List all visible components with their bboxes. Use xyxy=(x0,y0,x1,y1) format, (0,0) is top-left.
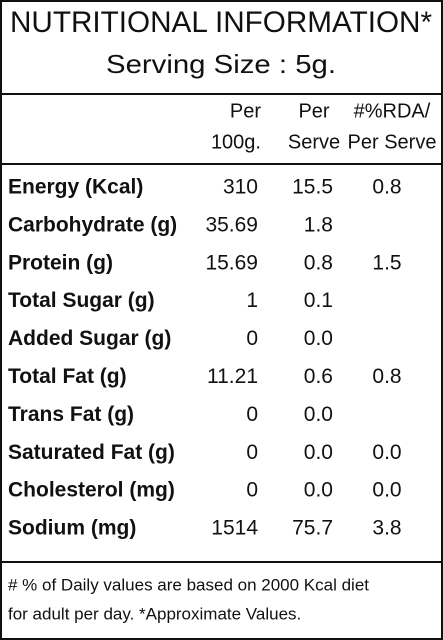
footnote: # % of Daily values are based on 2000 Kc… xyxy=(8,575,369,594)
cell: 0.0 xyxy=(304,327,333,350)
cell: 1 xyxy=(246,289,258,312)
row-label: Saturated Fat (g) xyxy=(8,441,175,464)
cell: 0.0 xyxy=(372,479,401,502)
column-header: Per Serve xyxy=(348,131,437,153)
row-label: Added Sugar (g) xyxy=(8,327,171,350)
title: NUTRITIONAL INFORMATION* xyxy=(10,6,432,39)
cell: 1.5 xyxy=(372,251,401,274)
cell: 11.21 xyxy=(207,365,258,388)
cell: 0.6 xyxy=(304,365,333,388)
cell: 0 xyxy=(246,441,258,464)
column-header: #%RDA/ xyxy=(354,100,431,122)
row-label: Carbohydrate (g) xyxy=(8,213,177,236)
column-header: 100g. xyxy=(211,131,261,153)
row-label: Trans Fat (g) xyxy=(8,403,134,426)
row-label: Sodium (mg) xyxy=(8,517,136,540)
subtitle: Serving Size : 5g. xyxy=(106,49,336,79)
cell: 1514 xyxy=(211,517,258,540)
cell: 15.5 xyxy=(292,176,333,199)
cell: 15.69 xyxy=(205,251,258,274)
cell: 0.8 xyxy=(372,365,401,388)
cell: 1.8 xyxy=(304,213,333,236)
row-label: Total Sugar (g) xyxy=(8,289,155,312)
cell: 35.69 xyxy=(205,213,258,236)
cell: 0 xyxy=(246,479,258,502)
cell: 0 xyxy=(246,327,258,350)
cell: 310 xyxy=(223,176,258,199)
column-header: Per xyxy=(230,100,261,122)
row-label: Total Fat (g) xyxy=(8,365,127,388)
cell: 0 xyxy=(246,403,258,426)
cell: 75.7 xyxy=(292,517,333,540)
cell: 0.0 xyxy=(304,441,333,464)
column-header: Per xyxy=(298,100,329,122)
row-label: Cholesterol (mg) xyxy=(8,479,175,502)
column-header: Serve xyxy=(288,131,340,153)
cell: 3.8 xyxy=(372,517,401,540)
cell: 0.1 xyxy=(304,289,333,312)
row-label: Protein (g) xyxy=(8,251,113,274)
cell: 0.0 xyxy=(304,479,333,502)
footnote: for adult per day. *Approximate Values. xyxy=(8,604,301,623)
cell: 0.8 xyxy=(304,251,333,274)
cell: 0.0 xyxy=(304,403,333,426)
cell: 0.8 xyxy=(372,176,401,199)
cell: 0.0 xyxy=(372,441,401,464)
row-label: Energy (Kcal) xyxy=(8,176,143,199)
